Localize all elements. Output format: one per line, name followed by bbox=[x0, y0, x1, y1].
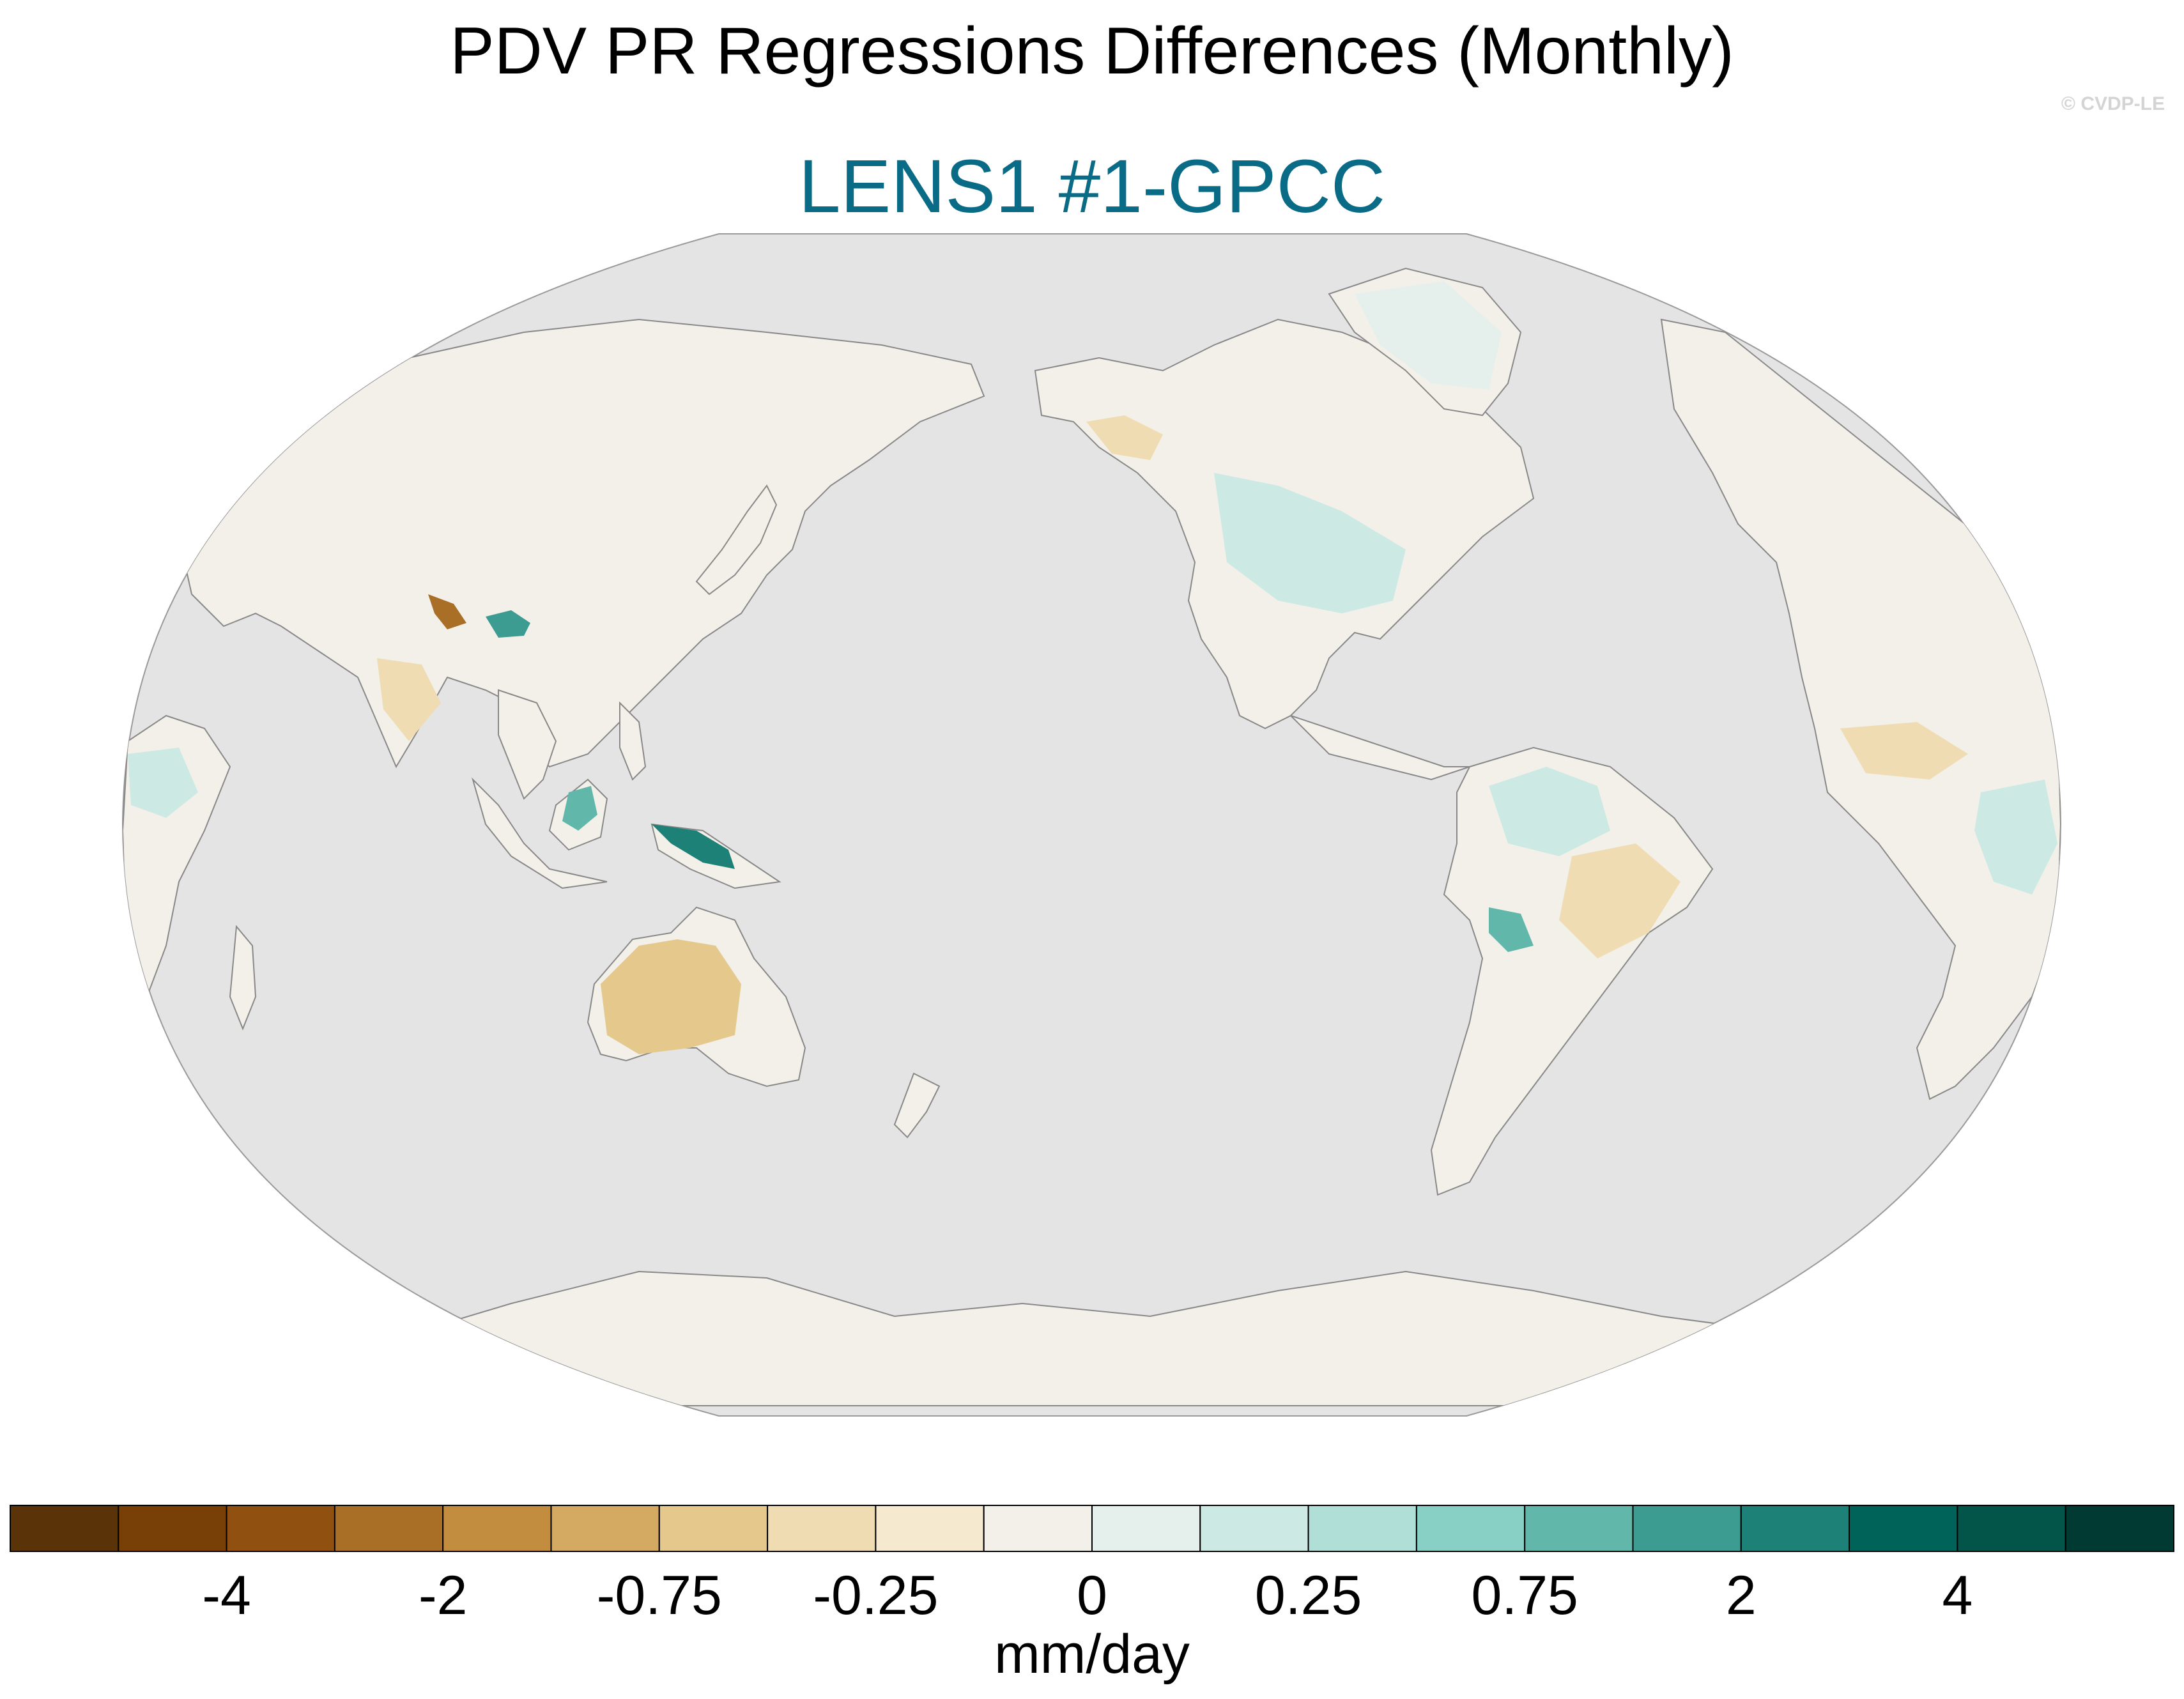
colorbar-tick-label: -4 bbox=[202, 1565, 251, 1626]
colorbar-swatch bbox=[1632, 1505, 1742, 1552]
borneo-wet-anomaly bbox=[562, 786, 597, 831]
colorbar-swatch bbox=[1199, 1505, 1309, 1552]
greenland-wet-anomaly bbox=[1355, 281, 1502, 390]
southeast-asia-landmass bbox=[498, 689, 557, 800]
europe-africa-landmass bbox=[1660, 318, 2061, 1100]
colorbar-tick-labels: -4 -2 -0.75 -0.25 0 0.25 0.75 2 4 bbox=[0, 1564, 2184, 1634]
colorbar-swatch bbox=[1849, 1505, 1958, 1552]
new-zealand-landmass bbox=[893, 1072, 941, 1139]
colorbar-swatch bbox=[875, 1505, 985, 1552]
colorbar-tick-label: -0.25 bbox=[813, 1565, 939, 1626]
north-america-wet-anomaly bbox=[1214, 473, 1406, 613]
colorbar-swatch bbox=[767, 1505, 877, 1552]
colorbar-tick-label: 4 bbox=[1942, 1565, 1973, 1626]
alaska-dry-anomaly bbox=[1086, 415, 1163, 460]
colorbar-tick-label: -2 bbox=[418, 1565, 468, 1626]
colorbar-units-label: mm/day bbox=[994, 1624, 1190, 1685]
tibet-dry-anomaly bbox=[428, 594, 466, 629]
india-dry-anomaly bbox=[377, 658, 441, 741]
sahel-dry-anomaly bbox=[1840, 722, 1968, 780]
credit-watermark: © CVDP-LE bbox=[2061, 93, 2165, 114]
colorbar-swatch bbox=[226, 1505, 335, 1552]
japan-landmass bbox=[695, 484, 778, 596]
amazon-wet-anomaly bbox=[1489, 767, 1610, 856]
colorbar-swatch bbox=[1307, 1505, 1417, 1552]
colorbar-swatch bbox=[550, 1505, 660, 1552]
australia-dry-anomaly bbox=[601, 939, 741, 1054]
sumatra-java-landmass bbox=[471, 777, 608, 889]
colorbar bbox=[10, 1505, 2174, 1552]
west-africa-wet-anomaly bbox=[128, 748, 198, 818]
colorbar-tick-label: -0.75 bbox=[596, 1565, 722, 1626]
colorbar-swatch bbox=[10, 1505, 119, 1552]
philippines-landmass bbox=[619, 701, 647, 781]
colorbar-tick-label: 0.25 bbox=[1254, 1565, 1362, 1626]
madagascar-landmass bbox=[229, 925, 257, 1031]
new-guinea-wet-anomaly bbox=[652, 824, 735, 869]
colorbar-swatch bbox=[1957, 1505, 2066, 1552]
colorbar-swatch bbox=[334, 1505, 444, 1552]
colorbar-swatch bbox=[1524, 1505, 1634, 1552]
andes-wet-anomaly bbox=[1489, 907, 1534, 952]
colorbar-swatch bbox=[442, 1505, 552, 1552]
eurasia-landmass bbox=[178, 318, 985, 769]
colorbar-swatch bbox=[1740, 1505, 1850, 1552]
tibet-wet-anomaly bbox=[486, 610, 530, 638]
east-africa-wet-anomaly bbox=[1974, 780, 2057, 895]
colorbar-swatch bbox=[658, 1505, 769, 1552]
colorbar-swatch bbox=[1091, 1505, 1201, 1552]
map-subtitle: LENS1 #1-GPCC bbox=[798, 144, 1386, 229]
colorbar-tick-label: 0.75 bbox=[1471, 1565, 1578, 1626]
colorbar-swatch bbox=[1415, 1505, 1526, 1552]
colorbar-tick-label: 0 bbox=[1077, 1565, 1107, 1626]
colorbar-swatch bbox=[2065, 1505, 2174, 1552]
colorbar-swatch bbox=[983, 1505, 1093, 1552]
central-america-landmass bbox=[1290, 715, 1470, 781]
colorbar-tick-label: 2 bbox=[1725, 1565, 1757, 1626]
colorbar-swatch bbox=[118, 1505, 227, 1552]
page-title: PDV PR Regressions Differences (Monthly) bbox=[450, 14, 1734, 88]
brazil-dry-anomaly bbox=[1559, 843, 1680, 958]
